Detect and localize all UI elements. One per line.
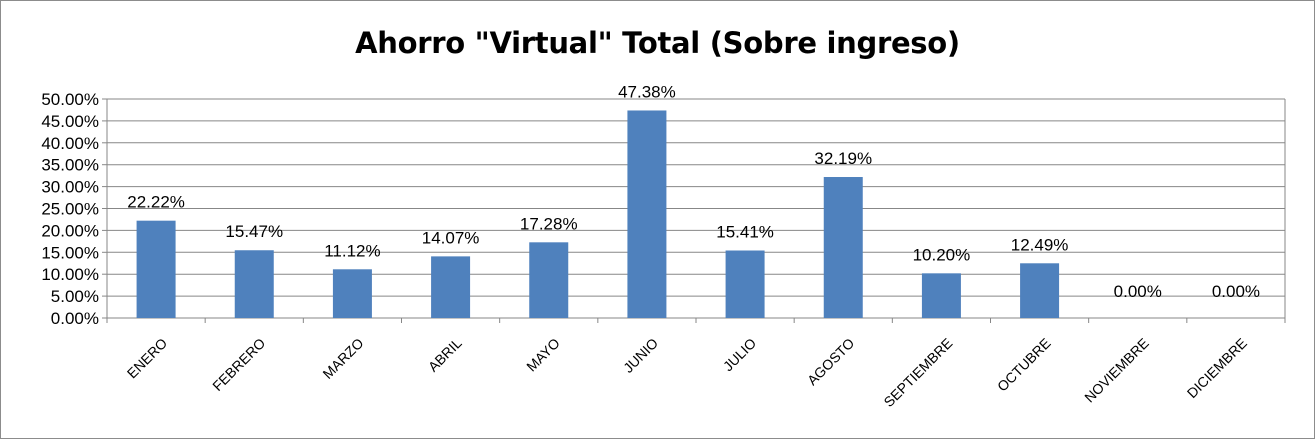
x-tick-label: ABRIL	[425, 335, 465, 375]
y-tick-label: 5.00%	[51, 287, 99, 306]
data-label: 0.00%	[1212, 282, 1260, 301]
data-label: 32.19%	[814, 149, 872, 168]
data-label: 11.12%	[324, 241, 380, 260]
data-label: 14.07%	[422, 228, 480, 247]
bar	[431, 256, 471, 318]
data-label: 22.22%	[127, 193, 185, 212]
data-label: 15.41%	[716, 223, 774, 242]
y-tick-label: 35.00%	[41, 156, 99, 175]
bar	[1020, 263, 1060, 318]
y-tick-labels: 0.00% 5.00% 10.00% 15.00% 20.00% 25.00% 30.00%…	[41, 90, 99, 328]
data-label: 0.00%	[1114, 282, 1162, 301]
chart-title: Ahorro "Virtual" Total (Sobre ingreso)	[355, 26, 960, 60]
x-tick-label: AGOSTO	[804, 335, 858, 389]
x-tick-label: JUNIO	[620, 335, 661, 376]
x-tick-label: MAYO	[523, 335, 563, 375]
data-label: 15.47%	[225, 222, 283, 241]
data-label: 17.28%	[520, 214, 578, 233]
bar	[725, 250, 765, 318]
gridlines	[107, 98, 1285, 297]
y-tick-label: 40.00%	[41, 134, 99, 153]
y-tick-label: 50.00%	[41, 90, 99, 109]
x-tick-label: ENERO	[124, 335, 171, 382]
y-tick-label: 10.00%	[41, 265, 99, 284]
data-label: 47.38%	[618, 82, 676, 101]
bar	[823, 177, 863, 318]
y-tick-label: 30.00%	[41, 178, 99, 197]
bar	[234, 250, 274, 318]
x-tick-label: DICIEMBRE	[1184, 335, 1250, 401]
x-tick-label: MARZO	[319, 335, 366, 382]
x-tick-label: SEPTIEMBRE	[880, 335, 955, 410]
bar	[332, 269, 372, 318]
bar	[136, 220, 176, 318]
x-tick-label: FEBRERO	[209, 335, 268, 394]
x-tick-labels: ENERO FEBRERO MARZO ABRIL MAYO JUNIO JULIO AGOS…	[124, 335, 1250, 410]
x-tick-label: OCTUBRE	[994, 335, 1054, 395]
bars	[136, 110, 1060, 318]
x-tick-label: JULIO	[720, 335, 759, 374]
y-tick-label: 25.00%	[41, 200, 99, 219]
data-labels: 22.22% 15.47% 11.12% 14.07% 17.28% 47.38% 15.4…	[127, 82, 1260, 301]
data-label: 10.20%	[913, 245, 971, 264]
bar	[921, 273, 961, 318]
data-label: 12.49%	[1011, 235, 1069, 254]
y-tick-label: 0.00%	[51, 309, 99, 328]
bar	[627, 110, 667, 318]
bar	[529, 242, 569, 318]
axes	[102, 98, 1286, 323]
x-tick-label: NOVIEMBRE	[1081, 335, 1152, 406]
y-tick-label: 45.00%	[41, 112, 99, 131]
y-tick-label: 20.00%	[41, 221, 99, 240]
y-tick-label: 15.00%	[41, 243, 99, 262]
